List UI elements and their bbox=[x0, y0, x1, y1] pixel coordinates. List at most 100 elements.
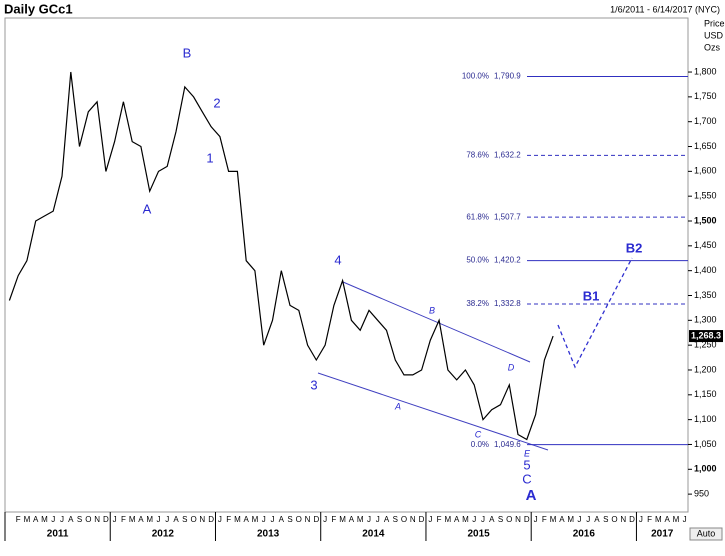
month-label: J bbox=[376, 515, 380, 524]
month-label: M bbox=[445, 515, 452, 524]
month-label: A bbox=[664, 515, 670, 524]
y-tick-label: 950 bbox=[694, 488, 709, 498]
wave-label: B2 bbox=[626, 240, 643, 255]
fib-pct: 78.6% bbox=[466, 150, 489, 159]
month-label: A bbox=[244, 515, 250, 524]
month-label: S bbox=[287, 515, 292, 524]
last-price-box bbox=[689, 330, 723, 343]
month-label: O bbox=[401, 515, 407, 524]
channel-line bbox=[342, 281, 531, 363]
y-tick-label: 1,550 bbox=[694, 191, 717, 201]
month-label: N bbox=[305, 515, 311, 524]
month-label: J bbox=[481, 515, 485, 524]
month-label: F bbox=[121, 515, 126, 524]
unit: Price bbox=[704, 18, 725, 28]
year-label: 2013 bbox=[257, 529, 280, 540]
y-tick-label: 1,200 bbox=[694, 364, 717, 374]
month-label: O bbox=[190, 515, 196, 524]
fib-value: 1,332.8 bbox=[494, 299, 521, 308]
month-label: M bbox=[41, 515, 48, 524]
month-label: N bbox=[515, 515, 521, 524]
month-label: A bbox=[454, 515, 460, 524]
fib-pct: 100.0% bbox=[462, 72, 489, 81]
wave-label: A bbox=[143, 201, 152, 216]
month-label: J bbox=[270, 515, 274, 524]
month-label: A bbox=[138, 515, 144, 524]
month-label: M bbox=[24, 515, 31, 524]
y-tick-label: 1,150 bbox=[694, 389, 717, 399]
fib-value: 1,632.2 bbox=[494, 150, 521, 159]
month-label: J bbox=[262, 515, 266, 524]
chart-title: Daily GCc1 bbox=[4, 1, 73, 16]
month-label: F bbox=[542, 515, 547, 524]
month-label: N bbox=[94, 515, 100, 524]
month-label: D bbox=[103, 515, 109, 524]
month-label: S bbox=[182, 515, 187, 524]
month-label: J bbox=[156, 515, 160, 524]
month-label: M bbox=[146, 515, 153, 524]
wave-label: D bbox=[508, 362, 515, 372]
month-label: M bbox=[339, 515, 346, 524]
wave-label: B1 bbox=[583, 288, 600, 303]
wave-label: 4 bbox=[334, 252, 341, 267]
month-label: J bbox=[60, 515, 64, 524]
year-label: 2012 bbox=[152, 529, 175, 540]
fib-pct: 50.0% bbox=[466, 256, 489, 265]
wave-label: B bbox=[429, 305, 435, 315]
wave-label: A bbox=[394, 401, 401, 411]
auto-button[interactable] bbox=[689, 527, 723, 541]
month-label: D bbox=[524, 515, 530, 524]
month-label: A bbox=[384, 515, 390, 524]
wave-label: E bbox=[524, 448, 531, 458]
unit: USD bbox=[704, 30, 724, 40]
fib-pct: 38.2% bbox=[466, 299, 489, 308]
fib-value: 1,507.7 bbox=[494, 212, 521, 221]
month-label: D bbox=[208, 515, 214, 524]
month-label: M bbox=[357, 515, 364, 524]
month-label: D bbox=[629, 515, 635, 524]
month-label: D bbox=[313, 515, 319, 524]
month-label: J bbox=[113, 515, 117, 524]
auto-label[interactable]: Auto bbox=[697, 528, 716, 538]
y-tick-label: 1,600 bbox=[694, 166, 717, 176]
wave-label: 5 bbox=[523, 457, 530, 472]
wave-label: A bbox=[526, 487, 537, 504]
month-label: O bbox=[611, 515, 617, 524]
month-label: O bbox=[296, 515, 302, 524]
month-label: F bbox=[16, 515, 21, 524]
year-label: 2015 bbox=[467, 529, 490, 540]
month-label: M bbox=[129, 515, 136, 524]
month-label: J bbox=[639, 515, 643, 524]
month-label: F bbox=[331, 515, 336, 524]
month-label: A bbox=[173, 515, 179, 524]
y-tick-label: 1,050 bbox=[694, 439, 717, 449]
month-label: M bbox=[567, 515, 574, 524]
month-label: A bbox=[33, 515, 39, 524]
fib-value: 1,420.2 bbox=[494, 256, 521, 265]
year-label: 2017 bbox=[651, 529, 674, 540]
month-label: S bbox=[393, 515, 398, 524]
fib-value: 1,790.9 bbox=[494, 72, 521, 81]
y-tick-label: 1,750 bbox=[694, 91, 717, 101]
price-line bbox=[8, 71, 554, 441]
y-tick-label: 1,250 bbox=[694, 340, 717, 350]
month-label: N bbox=[620, 515, 626, 524]
month-label: M bbox=[673, 515, 680, 524]
y-tick-label: 1,650 bbox=[694, 141, 717, 151]
month-label: M bbox=[462, 515, 469, 524]
year-label: 2011 bbox=[47, 529, 69, 540]
year-label: 2014 bbox=[362, 529, 385, 540]
month-label: J bbox=[577, 515, 581, 524]
wave-label: 1 bbox=[206, 150, 213, 165]
y-tick-label: 1,350 bbox=[694, 290, 717, 300]
fib-pct: 0.0% bbox=[471, 440, 489, 449]
month-label: O bbox=[85, 515, 91, 524]
y-tick-label: 1,500 bbox=[694, 215, 717, 225]
month-label: A bbox=[559, 515, 565, 524]
month-label: S bbox=[498, 515, 503, 524]
month-label: N bbox=[199, 515, 205, 524]
y-tick-label: 1,300 bbox=[694, 315, 717, 325]
channel-line bbox=[317, 372, 549, 451]
month-label: S bbox=[603, 515, 608, 524]
